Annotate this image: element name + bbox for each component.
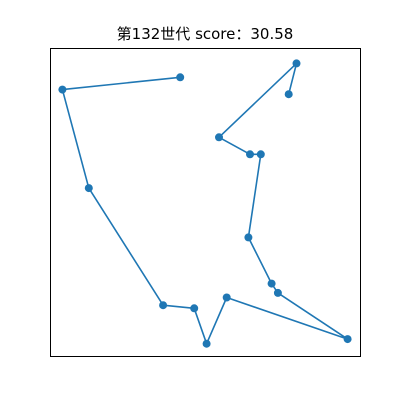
data-point: [256, 150, 265, 159]
data-point: [273, 288, 282, 297]
data-point: [246, 150, 254, 159]
data-point: [284, 90, 293, 99]
plot-area: [50, 48, 360, 356]
series-line: [61, 62, 349, 345]
data-point: [202, 339, 211, 348]
data-point: [84, 184, 93, 193]
data-point: [267, 279, 276, 288]
data-point: [176, 73, 185, 82]
data-point: [343, 335, 352, 344]
line-layer: [61, 62, 349, 345]
data-point: [222, 293, 231, 302]
plot-frame: [50, 48, 361, 357]
chart-title: 第132世代 score：30.58: [117, 25, 294, 43]
data-point: [159, 301, 168, 310]
data-point: [244, 233, 253, 242]
data-point: [190, 304, 199, 313]
data-point: [215, 133, 223, 142]
marker-layer: [58, 59, 352, 348]
data-point: [58, 85, 67, 94]
data-point: [292, 59, 301, 68]
